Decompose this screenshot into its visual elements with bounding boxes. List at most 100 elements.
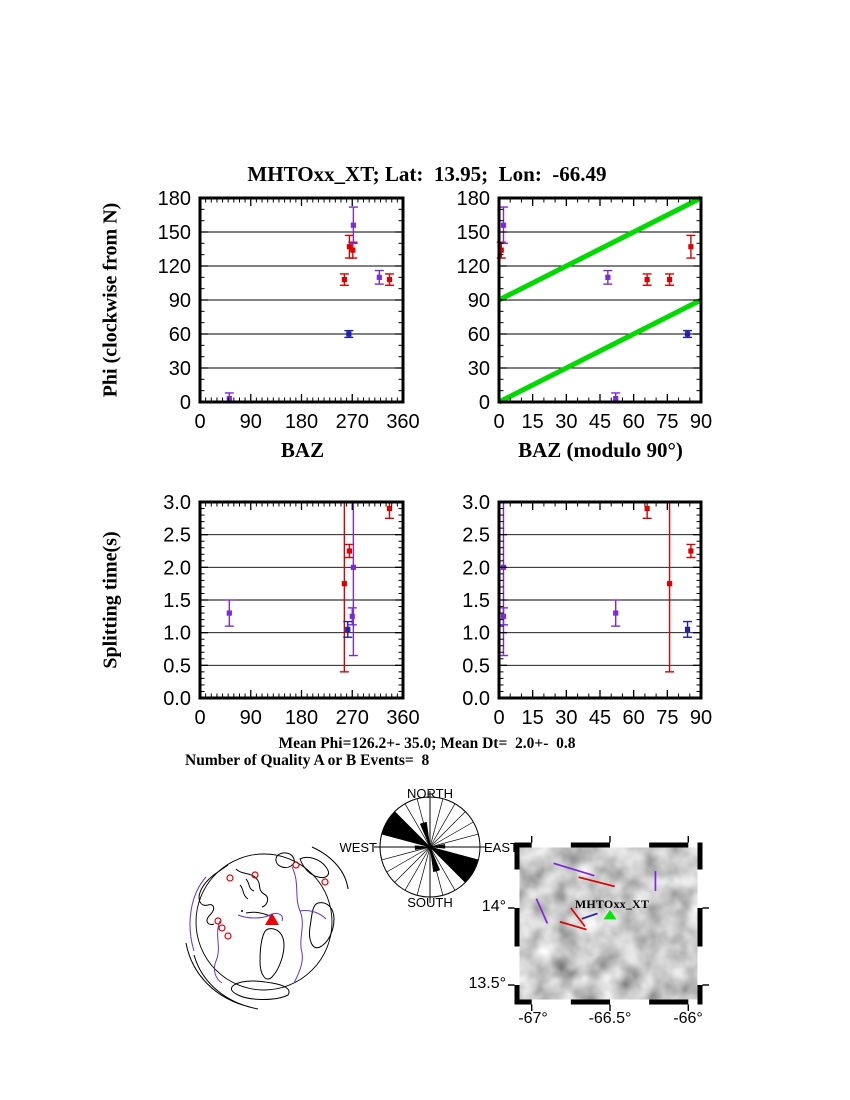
x-axis-label-baz-mod90: BAZ (modulo 90°)	[518, 438, 683, 462]
data-point	[500, 222, 507, 228]
x-tick-label: 0	[194, 707, 205, 729]
x-tick-label: 75	[656, 411, 678, 433]
y-tick-label: 90	[169, 290, 191, 312]
stats-count-line: Number of Quality A or B Events= 8	[185, 752, 430, 769]
data-point	[613, 610, 619, 616]
rose-wedge	[429, 846, 441, 873]
map-lon-label-67: -67°	[518, 1010, 548, 1027]
y-tick-label: 90	[468, 290, 490, 312]
data-point	[500, 613, 507, 619]
x-tick-label: 360	[386, 411, 419, 433]
x-tick-label: 90	[240, 411, 262, 433]
rose-spoke	[429, 846, 456, 891]
rose-label-north: NORTH	[407, 786, 453, 801]
data-point	[226, 396, 232, 402]
event-circle	[321, 878, 329, 886]
rose-wedge	[429, 844, 446, 849]
x-tick-label: 30	[555, 411, 577, 433]
globe-map	[185, 846, 349, 1010]
splitting-vector	[581, 912, 598, 920]
y-tick-label: 30	[169, 358, 191, 380]
y-tick-label: 2.5	[462, 525, 490, 547]
data-point	[376, 274, 382, 280]
y-tick-label: 0.0	[163, 688, 191, 710]
x-tick-label: 90	[690, 411, 712, 433]
data-point	[666, 277, 673, 283]
plate-boundary-path	[299, 910, 327, 920]
y-tick-label: 60	[169, 324, 191, 346]
y-tick-label: 30	[468, 358, 490, 380]
y-tick-label: 3.0	[462, 492, 490, 514]
rose-spoke	[429, 803, 456, 848]
map-lat-label-13-5: 13.5°	[468, 975, 506, 992]
rose-spoke	[386, 846, 431, 873]
map-border-corner	[697, 999, 703, 1005]
coastline-path	[239, 878, 255, 900]
data-point	[386, 277, 393, 283]
data-point	[345, 626, 351, 632]
x-axis-label-baz: BAZ	[280, 438, 325, 462]
y-tick-label: 1.5	[163, 590, 191, 612]
splitting-vector	[559, 921, 587, 931]
x-tick-label: 30	[555, 707, 577, 729]
splitting-vector	[553, 862, 595, 877]
y-axis-label-splitting-time: Splitting time(s)	[99, 531, 122, 669]
data-point	[346, 331, 352, 337]
rose-wedge	[381, 811, 431, 848]
y-tick-label: 180	[457, 188, 490, 210]
y-tick-label: 3.0	[163, 492, 191, 514]
event-circle	[292, 861, 300, 869]
y-tick-label: 1.0	[462, 623, 490, 645]
plate-boundary-path	[213, 920, 223, 984]
reference-dot	[241, 910, 243, 912]
splitting-vector	[570, 907, 586, 927]
rose-spoke	[404, 846, 431, 891]
y-tick-label: 60	[468, 324, 490, 346]
station-marker	[603, 909, 617, 920]
x-tick-label: 60	[623, 411, 645, 433]
y-tick-label: 1.0	[163, 623, 191, 645]
phi-vs-baz-plot: 0 90 180 270 360 0 30 60 90 120 150 180	[158, 188, 420, 433]
null-direction-line	[497, 297, 703, 405]
coastline-path	[230, 980, 290, 1000]
rose-spoke	[429, 821, 474, 848]
data-point	[226, 610, 232, 616]
map-border	[514, 842, 703, 1005]
y-tick-label: 120	[158, 256, 191, 278]
station-map	[508, 836, 709, 1011]
data-point	[498, 247, 504, 253]
phi-vs-baz-mod90-plot: 0 15 30 45 60 75 90 0 30 60 90 120 150 180	[457, 188, 713, 433]
y-tick-label: 2.5	[163, 525, 191, 547]
rose-label-west: WEST	[339, 840, 377, 855]
x-tick-label: 60	[623, 707, 645, 729]
map-border-corner	[514, 999, 520, 1005]
x-tick-label: 180	[285, 411, 318, 433]
event-circle	[214, 917, 222, 925]
projection-wing-arc	[185, 942, 259, 1010]
plate-boundary-path	[189, 876, 207, 952]
rose-spoke	[416, 846, 431, 896]
projection-wing-arc	[311, 846, 349, 890]
y-tick-label: 2.0	[163, 557, 191, 579]
data-point	[349, 613, 355, 619]
y-tick-label: 1.5	[462, 590, 490, 612]
x-tick-label: 90	[690, 707, 712, 729]
map-lon-label-66: -66°	[673, 1010, 703, 1027]
rose-spoke	[394, 846, 431, 883]
globe-outline	[195, 853, 333, 991]
x-tick-label: 270	[336, 707, 369, 729]
data-point	[666, 581, 673, 587]
figure-title: MHTOxx_XT; Lat: 13.95; Lon: -66.49	[247, 162, 607, 186]
x-tick-label: 45	[589, 411, 611, 433]
rose-label-south: SOUTH	[407, 895, 453, 910]
coastline-path	[198, 864, 229, 925]
rose-wedge	[414, 845, 431, 850]
plate-boundary-path	[291, 866, 303, 984]
data-point	[350, 222, 356, 228]
data-point	[644, 505, 650, 512]
rose-diagram	[374, 791, 486, 903]
x-tick-label: 0	[493, 411, 504, 433]
stats-mean-line: Mean Phi=126.2+- 35.0; Mean Dt= 2.0+- 0.…	[278, 735, 576, 752]
map-lon-label-66-5: -66.5°	[588, 1010, 632, 1027]
x-tick-label: 15	[522, 411, 544, 433]
